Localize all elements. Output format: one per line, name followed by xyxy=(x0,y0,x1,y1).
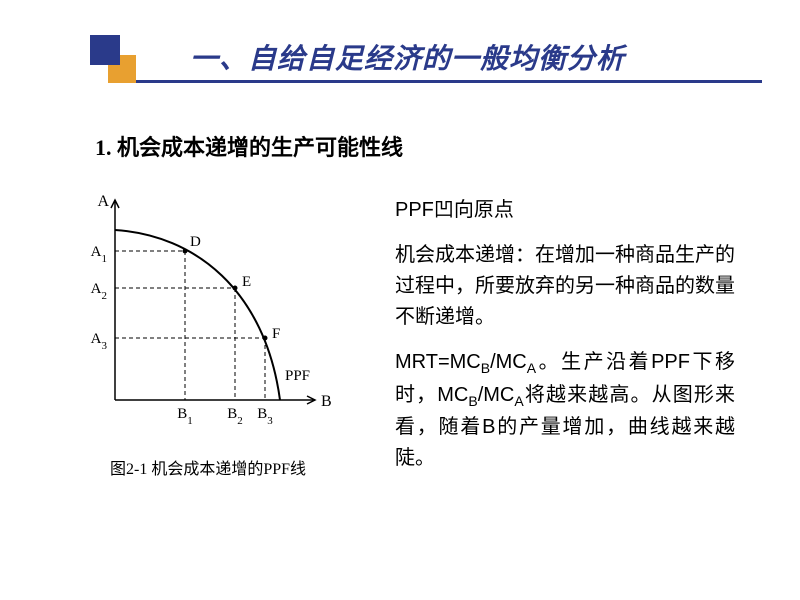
title-square-blue xyxy=(90,35,120,65)
title-underline xyxy=(122,80,762,83)
svg-text:A3: A3 xyxy=(91,331,108,352)
svg-text:D: D xyxy=(190,234,201,250)
svg-text:E: E xyxy=(242,274,251,290)
svg-text:A: A xyxy=(97,193,109,210)
title-block: 一、自给自足经济的一般均衡分析 xyxy=(60,35,740,95)
page-title: 一、自给自足经济的一般均衡分析 xyxy=(190,37,625,77)
svg-text:B3: B3 xyxy=(257,406,273,427)
chart-caption: 图2-1 机会成本递增的PPF线 xyxy=(110,455,306,479)
paragraph-3: MRT=MCB/MCA。生产沿着PPF下移时，MCB/MCA将越来越高。从图形来… xyxy=(395,347,735,474)
title-bar: 一、自给自足经济的一般均衡分析 xyxy=(60,35,740,95)
svg-text:B1: B1 xyxy=(177,406,193,427)
svg-text:PPF: PPF xyxy=(285,368,310,384)
subtitle: 1. 机会成本递增的生产可能性线 xyxy=(95,130,403,162)
paragraph-1: PPF凹向原点 xyxy=(395,195,735,226)
svg-text:A2: A2 xyxy=(91,281,107,302)
svg-text:F: F xyxy=(272,326,280,342)
text-column: PPF凹向原点 机会成本递增：在增加一种商品生产的过程中，所要放弃的另一种商品的… xyxy=(395,195,735,488)
paragraph-2: 机会成本递增：在增加一种商品生产的过程中，所要放弃的另一种商品的数量不断递增。 xyxy=(395,240,735,333)
ppf-svg: A B PPF D E F A1 A2 A3 B1 B2 B3 xyxy=(75,180,335,440)
svg-text:A1: A1 xyxy=(91,244,107,265)
svg-text:B: B xyxy=(321,393,332,410)
svg-text:B2: B2 xyxy=(227,406,243,427)
ppf-chart: A B PPF D E F A1 A2 A3 B1 B2 B3 图2-1 机会成本递增的PPF线 xyxy=(75,180,365,500)
